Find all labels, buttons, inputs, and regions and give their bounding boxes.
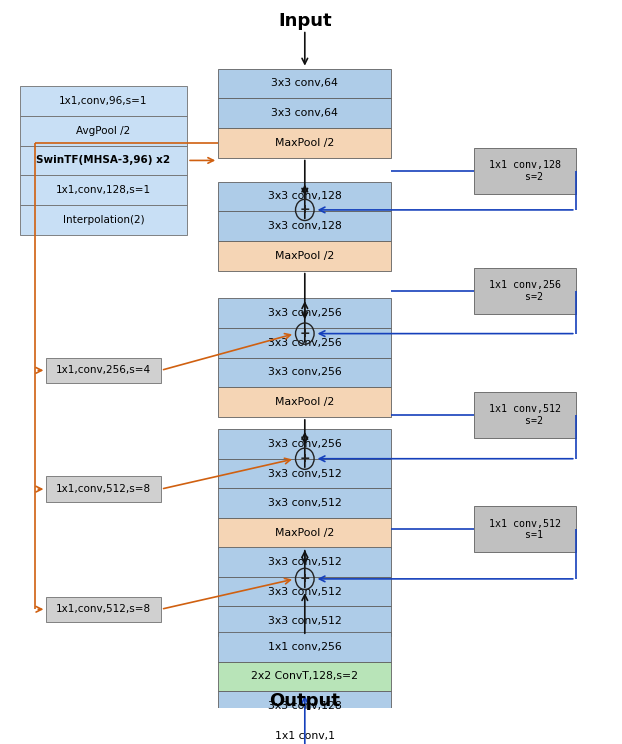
Text: 1x1 conv,256
   s=2: 1x1 conv,256 s=2 (489, 280, 560, 302)
Text: 2x2 ConvT,128,s=2: 2x2 ConvT,128,s=2 (251, 671, 358, 682)
Text: MaxPool /2: MaxPool /2 (275, 138, 335, 148)
Bar (473, 392, 576, 438)
Bar (218, 388, 391, 417)
Text: 3x3 conv,256: 3x3 conv,256 (268, 308, 341, 318)
Text: 3x3 conv,64: 3x3 conv,64 (271, 78, 338, 89)
Text: +: + (300, 452, 310, 465)
Bar (218, 518, 391, 548)
Bar (20, 205, 187, 234)
Bar (218, 691, 391, 721)
Bar (46, 358, 161, 383)
Text: 1x1,conv,512,s=8: 1x1,conv,512,s=8 (56, 604, 151, 615)
Text: 1x1 conv,256: 1x1 conv,256 (268, 642, 341, 652)
Text: 1x1,conv,256,s=4: 1x1,conv,256,s=4 (56, 365, 151, 376)
Bar (218, 606, 391, 636)
Bar (46, 597, 161, 622)
Text: +: + (300, 572, 310, 586)
Bar (46, 476, 161, 502)
Text: 1x1,conv,128,s=1: 1x1,conv,128,s=1 (56, 185, 151, 195)
Bar (218, 547, 391, 577)
Bar (473, 269, 576, 314)
Text: 3x3 conv,256: 3x3 conv,256 (268, 338, 341, 347)
Bar (218, 577, 391, 606)
Text: 1x1 conv,512
   s=1: 1x1 conv,512 s=1 (489, 519, 560, 540)
Text: MaxPool /2: MaxPool /2 (275, 397, 335, 407)
Text: MaxPool /2: MaxPool /2 (275, 251, 335, 261)
Bar (20, 116, 187, 146)
Bar (218, 721, 391, 744)
Text: 3x3 conv,512: 3x3 conv,512 (268, 498, 341, 508)
Bar (218, 128, 391, 158)
Bar (218, 459, 391, 488)
Bar (20, 86, 187, 116)
Text: 3x3 conv,512: 3x3 conv,512 (268, 616, 341, 626)
Bar (218, 98, 391, 128)
Text: MaxPool /2: MaxPool /2 (275, 528, 335, 538)
Bar (218, 68, 391, 98)
Text: Input: Input (278, 12, 332, 31)
Bar (218, 488, 391, 518)
Text: Interpolation(2): Interpolation(2) (63, 215, 144, 225)
Bar (473, 148, 576, 194)
Bar (218, 182, 391, 211)
Text: 3x3 conv,256: 3x3 conv,256 (268, 368, 341, 377)
Text: 3x3 conv,128: 3x3 conv,128 (268, 191, 341, 202)
Text: 3x3 conv,64: 3x3 conv,64 (271, 108, 338, 118)
Text: 3x3 conv,128: 3x3 conv,128 (268, 221, 341, 231)
Bar (218, 328, 391, 358)
Bar (218, 298, 391, 328)
Bar (218, 661, 391, 691)
Bar (473, 507, 576, 552)
Bar (218, 632, 391, 661)
Text: +: + (300, 327, 310, 340)
Bar (218, 211, 391, 241)
Bar (20, 146, 187, 176)
Text: 3x3 conv,256: 3x3 conv,256 (268, 439, 341, 449)
Text: 3x3 conv,512: 3x3 conv,512 (268, 586, 341, 597)
Text: Output: Output (269, 692, 340, 711)
Text: 3x3 conv,512: 3x3 conv,512 (268, 469, 341, 478)
Text: 3x3 conv,128: 3x3 conv,128 (268, 701, 341, 711)
Text: 1x1 conv,128
   s=2: 1x1 conv,128 s=2 (489, 160, 560, 182)
Bar (218, 241, 391, 271)
Text: AvgPool /2: AvgPool /2 (77, 126, 131, 135)
Text: 3x3 conv,512: 3x3 conv,512 (268, 557, 341, 567)
Text: 1x1 conv,512
   s=2: 1x1 conv,512 s=2 (489, 404, 560, 426)
Text: 1x1,conv,512,s=8: 1x1,conv,512,s=8 (56, 484, 151, 494)
Bar (218, 429, 391, 459)
Text: SwinTF(MHSA-3,96) x2: SwinTF(MHSA-3,96) x2 (37, 155, 170, 165)
Text: 1x1,conv,96,s=1: 1x1,conv,96,s=1 (59, 96, 148, 106)
Bar (20, 176, 187, 205)
Text: 1x1 conv,1: 1x1 conv,1 (275, 731, 335, 741)
Text: +: + (300, 203, 310, 217)
Bar (218, 358, 391, 388)
